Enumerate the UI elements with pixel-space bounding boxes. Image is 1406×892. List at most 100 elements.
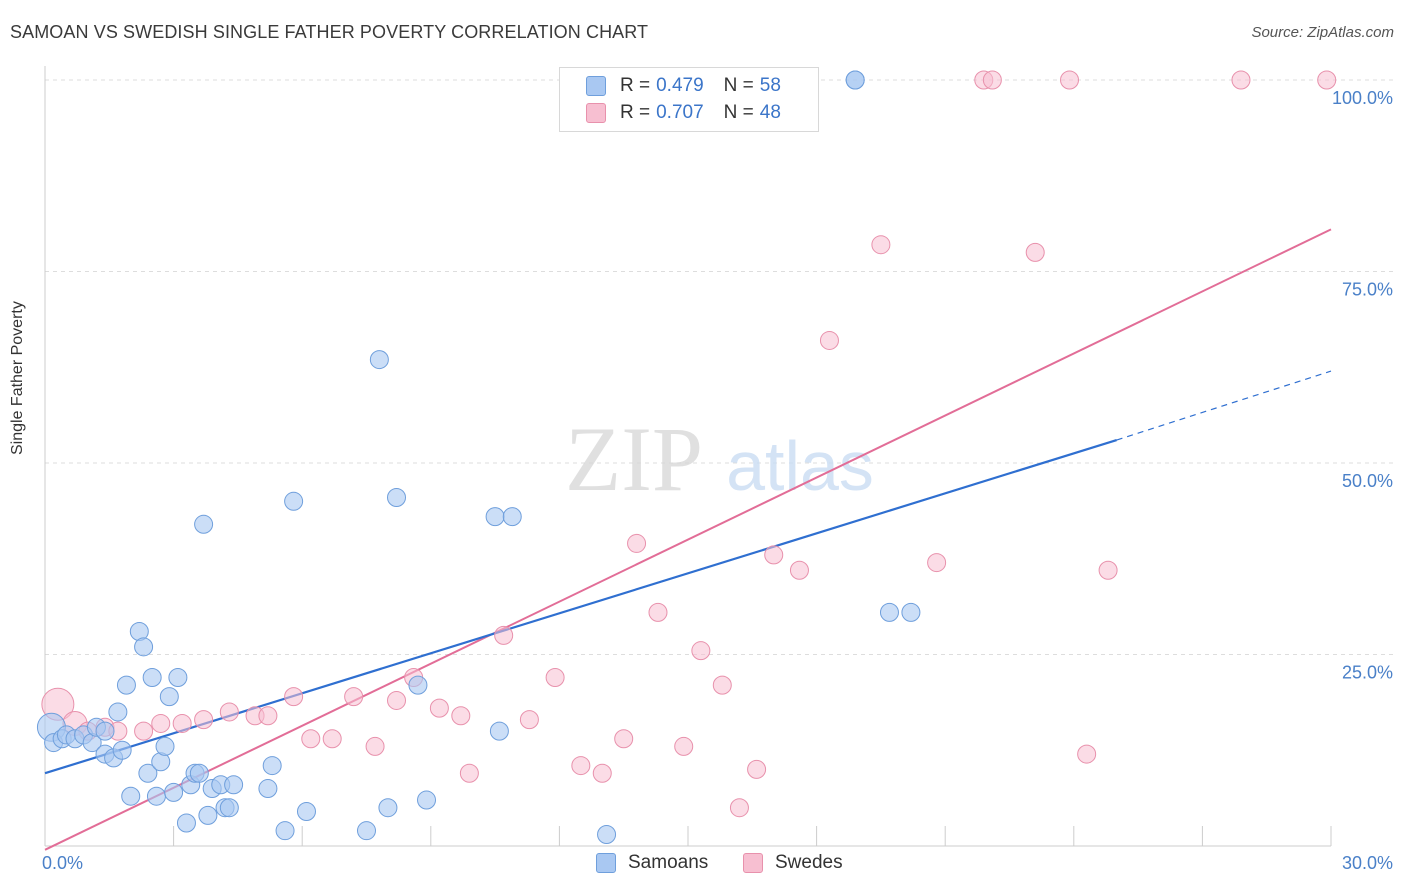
swedes-point [365, 736, 385, 756]
swedes-point [927, 553, 947, 573]
samoans-point [275, 821, 295, 841]
swedes-legend-swatch [743, 853, 763, 873]
samoans-point [845, 70, 865, 90]
swedes-point [519, 710, 539, 730]
samoans-point [121, 786, 141, 806]
samoans-point [108, 702, 128, 722]
x-tick-label: 0.0% [42, 853, 83, 873]
swedes-point [871, 235, 891, 255]
swedes-point [819, 330, 839, 350]
samoans-point [194, 514, 214, 534]
swedes-point [151, 713, 171, 733]
samoans-point [284, 491, 304, 511]
swedes-r-value: 0.707 [656, 102, 704, 123]
swedes-point [494, 625, 514, 645]
swedes-point [429, 698, 449, 718]
legend-row-swedes: R = 0.707 N = 48 [586, 100, 781, 126]
samoans-r-label: R = [620, 75, 651, 96]
swedes-point [674, 736, 694, 756]
samoans-n-label: N = [723, 75, 754, 96]
samoans-point [417, 790, 437, 810]
swedes-point [322, 729, 342, 749]
swedes-point [764, 545, 784, 565]
samoans-point [485, 507, 505, 527]
swedes-point [614, 729, 634, 749]
samoans-point [357, 821, 376, 841]
swedes-swatch [586, 103, 606, 123]
samoans-point [219, 798, 239, 818]
samoans-point [387, 487, 407, 507]
swedes-point [747, 759, 767, 779]
samoans-point [378, 798, 398, 818]
samoans-point [116, 675, 136, 695]
swedes-point [459, 763, 479, 783]
swedes-point [194, 710, 214, 730]
samoans-point [189, 763, 209, 783]
watermark-zip: ZIP [565, 408, 703, 510]
swedes-point [1025, 242, 1045, 262]
samoans-point [95, 721, 115, 741]
samoans-point [258, 779, 278, 799]
samoans-legend-swatch [596, 853, 616, 873]
swedes-point [729, 798, 749, 818]
swedes-point [789, 560, 809, 580]
swedes-point [172, 713, 192, 733]
y-tick-label: 50.0% [1342, 471, 1393, 491]
swedes-n-label: N = [723, 102, 754, 123]
samoans-swatch [586, 76, 606, 96]
samoans-point [879, 602, 899, 622]
samoans-legend-label: Samoans [628, 852, 709, 873]
swedes-point [301, 729, 321, 749]
samoans-point [168, 667, 188, 687]
samoans-point [159, 687, 179, 707]
samoans-point [502, 507, 522, 527]
samoans-point [164, 782, 184, 802]
swedes-legend-label: Swedes [775, 852, 843, 873]
samoans-point [224, 775, 244, 795]
swedes-point [691, 641, 711, 661]
source-label: Source: ZipAtlas.com [1251, 24, 1394, 41]
samoans-point [198, 805, 218, 825]
samoans-point [138, 763, 158, 783]
samoans-point [369, 350, 389, 370]
swedes-point [344, 687, 364, 707]
swedes-point [219, 702, 239, 722]
legend-item-samoans[interactable]: Samoans [596, 852, 708, 874]
swedes-point [1060, 70, 1080, 90]
swedes-point [1098, 560, 1118, 580]
watermark-atlas: atlas [726, 427, 874, 505]
swedes-trend-line [44, 228, 1332, 851]
samoans-trend-extension [1116, 370, 1332, 441]
y-axis-label: Single Father Poverty [9, 301, 26, 455]
swedes-point [1231, 70, 1251, 90]
samoans-point [296, 802, 316, 822]
tick-labels: 25.0% 50.0% 75.0% 100.0% 0.0% 30.0% [42, 88, 1393, 873]
swedes-r-label: R = [620, 102, 651, 123]
swedes-point [134, 721, 154, 741]
samoans-point [142, 667, 162, 687]
swedes-point [545, 667, 565, 687]
y-tick-label: 75.0% [1342, 280, 1393, 300]
samoans-point [155, 736, 175, 756]
samoans-point [262, 756, 282, 776]
legend-row-samoans: R = 0.479 N = 58 [586, 73, 781, 99]
swedes-point [451, 706, 471, 726]
samoans-point [176, 813, 196, 833]
grid-lines [45, 79, 1395, 655]
samoans-point [901, 602, 921, 622]
samoans-points [36, 70, 921, 845]
y-tick-label: 25.0% [1342, 663, 1393, 683]
samoans-n-value: 58 [759, 75, 781, 96]
legend-item-swedes[interactable]: Swedes [743, 852, 843, 874]
swedes-point [627, 533, 647, 553]
swedes-point [284, 687, 304, 707]
samoans-point [112, 740, 132, 760]
samoans-point [489, 721, 509, 741]
swedes-point [387, 690, 407, 710]
swedes-point [712, 675, 732, 695]
swedes-point [592, 763, 612, 783]
samoans-point [146, 786, 166, 806]
x-tick-label: 30.0% [1342, 853, 1393, 873]
trend-lines [44, 228, 1332, 851]
